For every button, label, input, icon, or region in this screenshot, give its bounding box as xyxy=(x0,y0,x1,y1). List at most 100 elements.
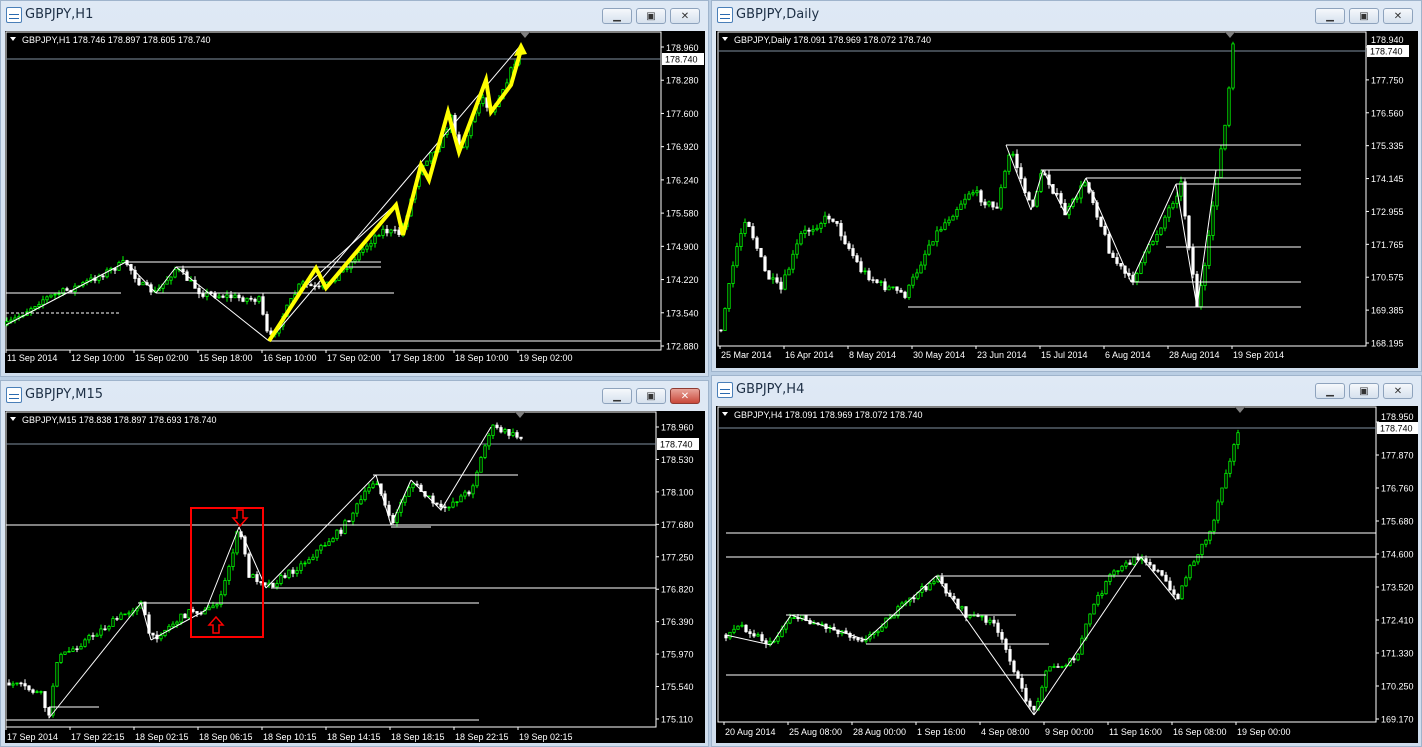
bear-candle xyxy=(895,286,899,291)
bull-candle xyxy=(1100,593,1104,596)
current-price-label: 178.740 xyxy=(1370,47,1403,57)
current-price-label: 178.740 xyxy=(1380,424,1413,434)
minimize-button[interactable]: ▁ xyxy=(1315,8,1345,24)
chart-window-daily[interactable]: GBPJPY,Daily ▁ ▣ ✕ GBPJPY,Daily 178.091 … xyxy=(711,0,1422,372)
bull-candle xyxy=(1159,227,1163,235)
chart-window-icon xyxy=(717,7,733,23)
minimize-button[interactable]: ▁ xyxy=(602,8,632,24)
bear-candle xyxy=(1055,192,1059,195)
bull-candle xyxy=(1139,262,1143,274)
bear-candle xyxy=(1028,700,1032,707)
bull-candle xyxy=(165,279,169,285)
title-bar[interactable]: GBPJPY,Daily ▁ ▣ ✕ xyxy=(712,1,1421,31)
title-bar[interactable]: GBPJPY,M15 ▁ ▣ ✕ xyxy=(1,381,708,411)
trend-line xyxy=(1005,144,1032,211)
price-chart[interactable]: GBPJPY,Daily 178.091 178.969 178.072 178… xyxy=(716,31,1418,368)
bull-candle xyxy=(1151,241,1155,246)
close-button[interactable]: ✕ xyxy=(1383,383,1413,399)
x-tick-label: 18 Sep 02:15 xyxy=(135,732,189,742)
maximize-button[interactable]: ▣ xyxy=(636,388,666,404)
bear-candle xyxy=(229,294,233,299)
bull-candle xyxy=(71,648,75,652)
chart-window-m15[interactable]: GBPJPY,M15 ▁ ▣ ✕ GBPJPY,M15 178.838 178.… xyxy=(0,380,709,747)
bull-candle xyxy=(105,269,109,278)
bear-candle xyxy=(1059,193,1063,204)
bull-candle xyxy=(792,617,796,619)
y-tick-label: 174.600 xyxy=(1381,550,1414,560)
bear-candle xyxy=(443,506,447,509)
trend-line xyxy=(935,575,1035,716)
bull-candle xyxy=(79,646,83,650)
title-bar[interactable]: GBPJPY,H1 ▁ ▣ ✕ xyxy=(1,1,708,31)
bull-candle xyxy=(1192,561,1196,567)
y-tick-label: 177.680 xyxy=(661,520,694,530)
bull-candle xyxy=(1112,570,1116,576)
x-tick-label: 15 Sep 18:00 xyxy=(199,353,253,363)
trend-line xyxy=(238,526,267,589)
bull-candle xyxy=(447,506,451,509)
bear-candle xyxy=(759,247,763,258)
bull-candle xyxy=(927,244,931,255)
chart-window-h1[interactable]: GBPJPY,H1 ▁ ▣ ✕ GBPJPY,H1 178.746 178.89… xyxy=(0,0,709,377)
bear-candle xyxy=(767,270,771,280)
y-tick-label: 175.680 xyxy=(1381,517,1414,527)
chart-canvas[interactable]: GBPJPY,H4 178.091 178.969 178.072 178.74… xyxy=(716,406,1418,743)
minimize-button[interactable]: ▁ xyxy=(1315,383,1345,399)
trend-line xyxy=(390,479,412,526)
minimize-button[interactable]: ▁ xyxy=(602,388,632,404)
y-tick-label: 176.920 xyxy=(666,142,699,152)
maximize-button[interactable]: ▣ xyxy=(1349,383,1379,399)
chart-window-h4[interactable]: GBPJPY,H4 ▁ ▣ ✕ GBPJPY,H4 178.091 178.96… xyxy=(711,375,1422,747)
chart-canvas[interactable]: GBPJPY,H1 178.746 178.897 178.605 178.74… xyxy=(5,31,705,373)
bear-candle xyxy=(871,279,875,281)
bull-candle xyxy=(463,491,467,497)
x-tick-label: 18 Sep 22:15 xyxy=(455,732,509,742)
x-tick-label: 30 May 2014 xyxy=(913,350,965,360)
bear-candle xyxy=(827,215,831,220)
bull-candle xyxy=(732,628,736,633)
close-button[interactable]: ✕ xyxy=(670,388,700,404)
bull-candle xyxy=(51,685,55,716)
close-button[interactable]: ✕ xyxy=(670,8,700,24)
title-bar[interactable]: GBPJPY,H4 ▁ ▣ ✕ xyxy=(712,376,1421,406)
price-chart[interactable]: GBPJPY,H1 178.746 178.897 178.605 178.74… xyxy=(5,31,705,373)
bear-candle xyxy=(847,243,851,249)
window-title: GBPJPY,H4 xyxy=(736,382,805,397)
bull-candle xyxy=(791,253,795,270)
maximize-button[interactable]: ▣ xyxy=(1349,8,1379,24)
bull-candle xyxy=(483,445,487,458)
bull-candle xyxy=(171,623,175,627)
bull-candle xyxy=(1211,205,1215,236)
bull-candle xyxy=(1116,570,1120,572)
bull-candle xyxy=(1044,670,1048,688)
bull-candle xyxy=(876,630,880,634)
bull-candle xyxy=(1203,265,1207,286)
price-chart[interactable]: GBPJPY,H4 178.091 178.969 178.072 178.74… xyxy=(716,406,1418,743)
bear-candle xyxy=(291,569,295,574)
close-button[interactable]: ✕ xyxy=(1383,8,1413,24)
bull-candle xyxy=(740,624,744,627)
bear-candle xyxy=(151,632,155,636)
x-tick-label: 25 Aug 08:00 xyxy=(789,727,842,737)
bull-candle xyxy=(9,319,13,322)
bear-candle xyxy=(261,296,265,315)
chart-canvas[interactable]: GBPJPY,M15 178.838 178.897 178.693 178.7… xyxy=(5,411,705,743)
dropdown-triangle-icon xyxy=(722,37,728,41)
bear-candle xyxy=(317,285,321,288)
bull-candle xyxy=(960,606,964,609)
trend-line xyxy=(1033,556,1142,716)
bull-candle xyxy=(735,246,739,267)
bull-candle xyxy=(319,545,323,551)
bull-candle xyxy=(295,570,299,574)
maximize-button[interactable]: ▣ xyxy=(636,8,666,24)
bear-candle xyxy=(1008,649,1012,662)
bull-candle xyxy=(795,243,799,255)
chart-canvas[interactable]: GBPJPY,Daily 178.091 178.969 178.072 178… xyxy=(716,31,1418,368)
price-chart[interactable]: GBPJPY,M15 178.838 178.897 178.693 178.7… xyxy=(5,411,705,743)
x-tick-label: 15 Sep 02:00 xyxy=(135,353,189,363)
chart-window-icon xyxy=(717,382,733,398)
y-tick-label: 177.250 xyxy=(661,552,694,562)
bull-candle xyxy=(768,640,772,645)
dropdown-triangle-icon xyxy=(10,37,16,41)
bull-candle xyxy=(203,609,207,615)
